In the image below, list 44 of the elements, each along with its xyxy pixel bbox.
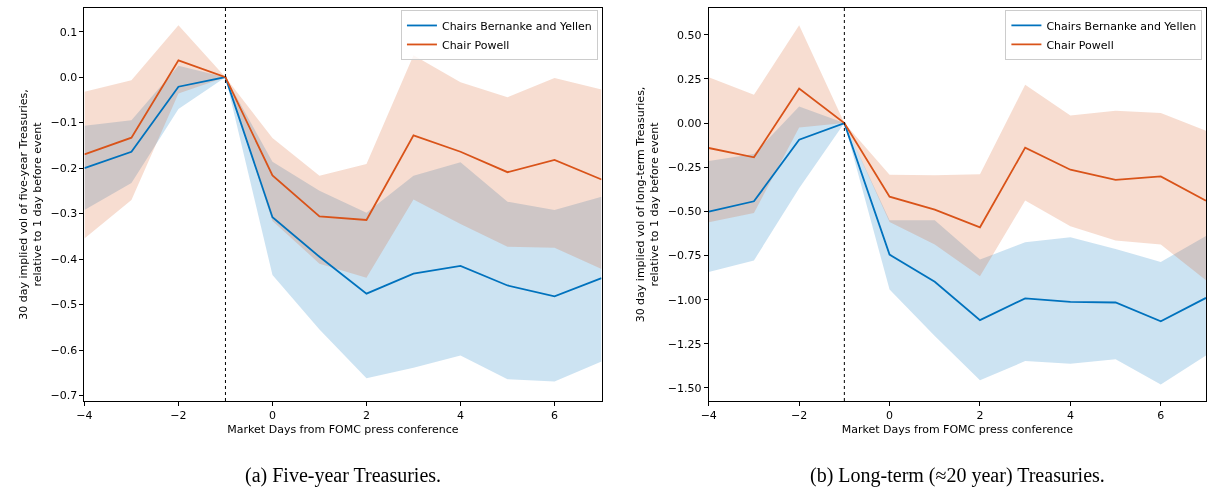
y-tick-label: −0.25 [667, 161, 702, 175]
line-series [708, 122, 1206, 323]
y-tick-label: −0.3 [50, 207, 78, 221]
line-series [84, 76, 602, 298]
y-tick-label: −0.75 [667, 249, 702, 263]
legend-label: Chairs Bernanke and Yellen [1046, 19, 1197, 33]
x-tick-label: −4 [76, 409, 93, 423]
y-tick-label: 0.0 [59, 70, 78, 84]
x-axis-title: Market Days from FOMC press conference [227, 423, 459, 437]
text: (b) Long-term (≈20 year) Treasuries. [810, 464, 1105, 487]
x-tick-label: 4 [457, 409, 465, 423]
y-tick-label: 0.50 [677, 28, 702, 42]
y-axis-title: 30 day implied vol of long-term Treasuries, relative to 1 day before event [634, 86, 662, 323]
y-tick-label: −0.4 [50, 252, 78, 266]
x-tick-label: 6 [551, 409, 559, 423]
x-tick-label: 2 [976, 409, 984, 423]
line-series [84, 59, 602, 221]
y-tick-label: −0.2 [50, 161, 78, 175]
y-tick-label: −1.50 [667, 381, 702, 395]
x-tick-label: 0 [268, 409, 276, 423]
text: (a) Five-year Treasuries. [245, 464, 442, 487]
y-tick-label: −0.7 [50, 389, 78, 403]
x-tick-label: −2 [170, 409, 187, 423]
y-axis-title: 30 day implied vol of five-year Treasuries, relative to 1 day before event [16, 89, 45, 320]
y-tick-label: −0.5 [50, 298, 78, 312]
y-tick-label: 0.00 [677, 116, 702, 130]
y-tick-label: −1.25 [667, 337, 702, 351]
x-tick-label: 0 [886, 409, 894, 423]
y-tick-label: −1.00 [667, 293, 702, 307]
x-tick-label: 4 [1066, 409, 1074, 423]
y-tick-label: −0.50 [667, 205, 702, 219]
x-tick-label: −4 [700, 409, 717, 423]
legend-label: Chairs Bernanke and Yellen [441, 19, 592, 33]
y-tick-label: 0.25 [677, 72, 702, 86]
y-tick-label: −0.6 [50, 343, 78, 357]
legend-label: Chair Powell [1046, 38, 1114, 52]
line-series [708, 87, 1206, 229]
x-tick-label: −2 [791, 409, 808, 423]
x-tick-label: 6 [1157, 409, 1165, 423]
legend-label: Chair Powell [441, 38, 510, 52]
y-tick-label: 0.1 [59, 25, 78, 39]
x-axis-title: Market Days from FOMC press conference [841, 423, 1074, 437]
x-tick-label: 2 [362, 409, 370, 423]
y-tick-label: −0.1 [50, 116, 78, 130]
